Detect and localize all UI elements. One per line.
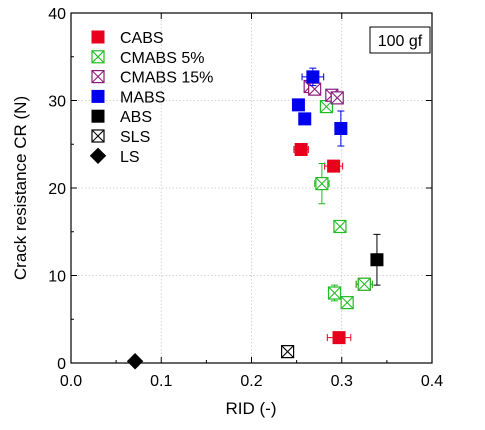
data-point (291, 98, 305, 112)
legend-marker (91, 89, 105, 103)
x-axis-label: RID (-) (226, 399, 277, 418)
data-point (308, 82, 322, 96)
x-tick-label: 0.1 (150, 373, 172, 390)
legend-item: CABS (91, 30, 164, 47)
data-point (294, 143, 308, 156)
series-cmabs-5- (314, 100, 373, 310)
legend-item: CMABS 5% (91, 50, 204, 67)
legend-label: CMABS 5% (120, 50, 204, 67)
legend-label: SLS (120, 129, 150, 146)
axis-ticks: 0.0 0.1 0.2 0.3 0.4 0 10 20 30 40 (48, 6, 443, 390)
legend-label: CMABS 15% (120, 70, 213, 87)
legend-marker (91, 50, 105, 64)
legend-marker (91, 129, 105, 143)
data-point (370, 253, 384, 267)
legend-marker (91, 109, 105, 123)
data-point (315, 177, 329, 191)
data-point (298, 112, 312, 126)
series-cabs (293, 143, 373, 345)
data-point (327, 286, 342, 300)
data-point (319, 100, 334, 114)
legend-label: MABS (120, 89, 165, 106)
legend-item: CMABS 15% (91, 69, 213, 87)
series-sls (281, 345, 295, 359)
data-point (333, 219, 347, 234)
data-point (306, 70, 320, 84)
data-point (330, 91, 344, 105)
legend-item: SLS (91, 129, 150, 146)
x-tick-label: 0.3 (331, 373, 353, 390)
legend-item: MABS (91, 89, 165, 106)
y-axis-label: Crack resistance CR (N) (11, 96, 30, 280)
legend-label: ABS (120, 109, 152, 126)
legend-marker (91, 69, 105, 84)
y-tick-label: 0 (57, 356, 66, 373)
series-ls (126, 353, 144, 370)
data-point (340, 296, 354, 310)
series-abs (370, 233, 384, 286)
y-tick-label: 20 (48, 181, 66, 198)
y-tick-label: 40 (48, 6, 66, 23)
legend-item: ABS (91, 109, 152, 126)
data-point (332, 331, 346, 345)
data-point (327, 159, 341, 173)
data-point (281, 345, 295, 359)
data-point (357, 277, 371, 291)
data-point (334, 122, 348, 135)
annotation-text: 100 gf (378, 33, 423, 50)
x-tick-label: 0.4 (421, 373, 443, 390)
y-tick-label: 10 (48, 269, 66, 286)
data-points (126, 67, 384, 370)
legend-marker (91, 30, 105, 44)
legend-label: CABS (120, 30, 164, 47)
x-tick-label: 0.0 (60, 373, 82, 390)
series-mabs (291, 67, 348, 147)
legend: CABS CMABS 5% CMABS 15% MABS ABS SLS LS (89, 30, 213, 166)
y-tick-label: 30 (48, 94, 66, 111)
legend-label: LS (120, 149, 140, 166)
annotation-box: 100 gf (369, 26, 431, 54)
legend-marker (89, 147, 107, 165)
legend-item: LS (89, 147, 140, 166)
data-point (126, 353, 144, 370)
x-tick-label: 0.2 (240, 373, 262, 390)
